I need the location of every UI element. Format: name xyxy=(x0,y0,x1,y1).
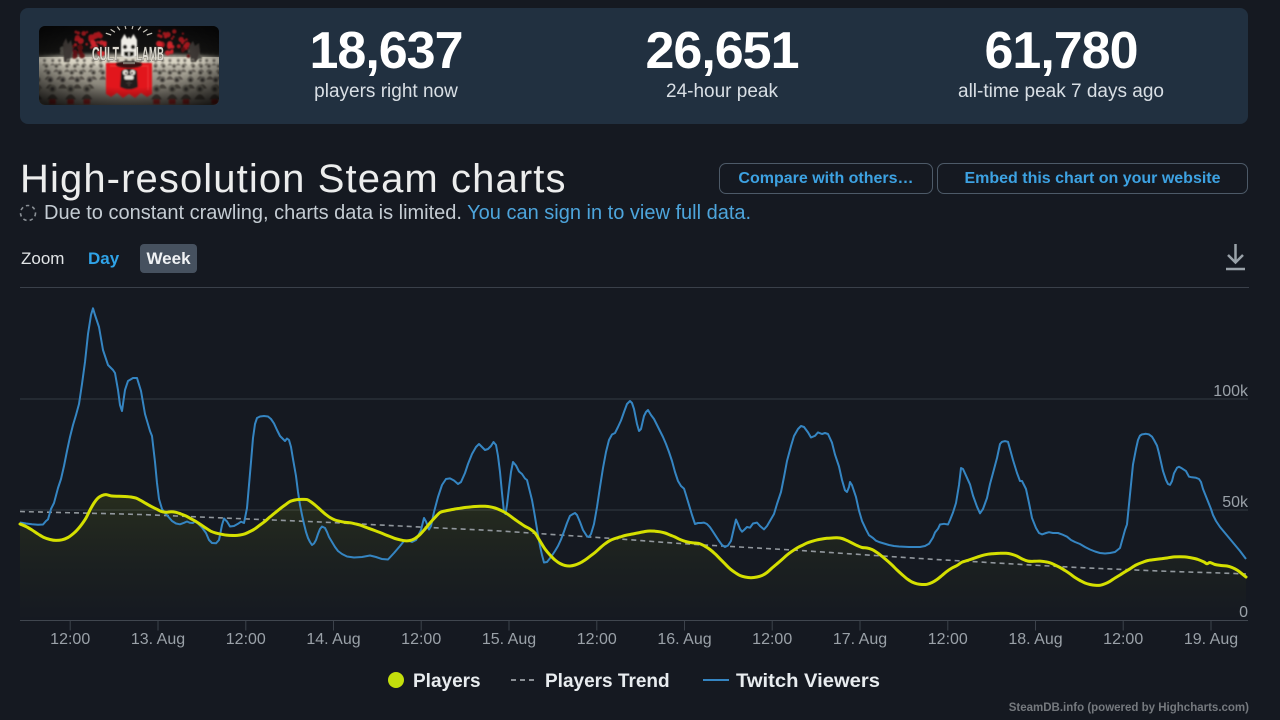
svg-text:12:00: 12:00 xyxy=(1103,631,1143,648)
svg-text:12:00: 12:00 xyxy=(752,631,792,648)
svg-text:Players Trend: Players Trend xyxy=(545,671,670,692)
svg-text:15. Aug: 15. Aug xyxy=(482,631,536,648)
svg-text:18. Aug: 18. Aug xyxy=(1008,631,1062,648)
svg-text:12:00: 12:00 xyxy=(226,631,266,648)
svg-text:12:00: 12:00 xyxy=(401,631,441,648)
svg-text:19. Aug: 19. Aug xyxy=(1184,631,1238,648)
svg-text:50k: 50k xyxy=(1222,494,1249,511)
svg-text:16. Aug: 16. Aug xyxy=(657,631,711,648)
svg-text:SteamDB.info (powered by Highc: SteamDB.info (powered by Highcharts.com) xyxy=(1009,702,1249,714)
svg-text:100k: 100k xyxy=(1213,383,1249,400)
svg-text:0: 0 xyxy=(1239,604,1248,621)
svg-text:17. Aug: 17. Aug xyxy=(833,631,887,648)
svg-text:12:00: 12:00 xyxy=(577,631,617,648)
svg-text:13. Aug: 13. Aug xyxy=(131,631,185,648)
svg-text:12:00: 12:00 xyxy=(928,631,968,648)
svg-text:Players: Players xyxy=(413,671,481,692)
svg-text:14. Aug: 14. Aug xyxy=(306,631,360,648)
svg-text:12:00: 12:00 xyxy=(50,631,90,648)
svg-text:Twitch Viewers: Twitch Viewers xyxy=(736,671,880,692)
